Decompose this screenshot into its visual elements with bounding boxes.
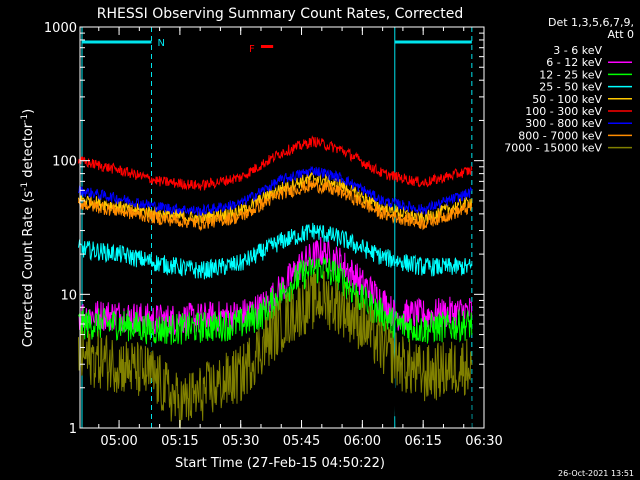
series-line — [78, 135, 473, 191]
series-line — [78, 271, 473, 430]
x-tick-label: 06:00 — [344, 434, 381, 449]
y-axis-label-mid: detector — [21, 122, 36, 182]
y-axis-label-main: Corrected Count Rate (s — [21, 191, 36, 348]
y-axis-label-sup1: -1 — [20, 182, 30, 191]
y-tick-label: 1000 — [44, 21, 77, 36]
y-axis-label-sup2: -1 — [20, 114, 30, 123]
y-tick-label: 1 — [69, 422, 77, 437]
axes — [79, 26, 485, 429]
legend-entry-label: 12 - 25 keV — [539, 68, 602, 81]
y-axis-label-end: ) — [21, 109, 36, 114]
chart-title: RHESSI Observing Summary Count Rates, Co… — [97, 6, 463, 22]
x-tick-label: 05:15 — [161, 434, 198, 449]
legend-entry-label: 300 - 800 keV — [525, 117, 602, 130]
x-tick-label: 05:45 — [283, 434, 320, 449]
series-line — [78, 179, 473, 232]
x-tick-label: 06:30 — [465, 434, 502, 449]
plot-frame — [79, 26, 485, 429]
series-line — [78, 165, 473, 216]
series-line — [78, 171, 473, 225]
y-axis-label: Corrected Count Rate (s-1 detector-1) — [20, 109, 36, 347]
flare-bar — [260, 45, 274, 48]
series-line — [78, 222, 473, 280]
y-tick-label: 10 — [60, 288, 77, 303]
x-tick-label: 05:00 — [100, 434, 137, 449]
x-tick-label: 05:30 — [222, 434, 259, 449]
legend-entry-label: 25 - 50 keV — [539, 81, 602, 94]
legend-entry-label: 50 - 100 keV — [532, 93, 602, 106]
legend-entry-label: 800 - 7000 keV — [518, 129, 602, 142]
legend-entry-label: 7000 - 15000 keV — [504, 142, 602, 155]
legend-title-1: Det 1,3,5,6,7,9, — [548, 16, 634, 29]
flare-label: F — [249, 44, 255, 55]
legend-entry-label: 3 - 6 keV — [553, 44, 602, 57]
night-label: N — [158, 38, 165, 49]
series-line — [78, 204, 473, 429]
x-axis-label: Start Time (27-Feb-15 04:50:22) — [175, 456, 385, 471]
series-line — [78, 256, 473, 345]
legend-entry-label: 6 - 12 keV — [546, 56, 602, 69]
legend-title-2: Att 0 — [608, 28, 634, 41]
x-tick-label: 06:15 — [404, 434, 441, 449]
y-tick-label: 100 — [52, 155, 77, 170]
tick-labels: 05:00 05:15 05:30 05:45 06:00 06:15 06:30 1 10 10… — [44, 21, 503, 449]
legend-entry-label: 100 - 300 keV — [525, 105, 602, 118]
series-group — [78, 135, 473, 430]
timestamp: 26-Oct-2021 13:51 — [558, 469, 634, 478]
